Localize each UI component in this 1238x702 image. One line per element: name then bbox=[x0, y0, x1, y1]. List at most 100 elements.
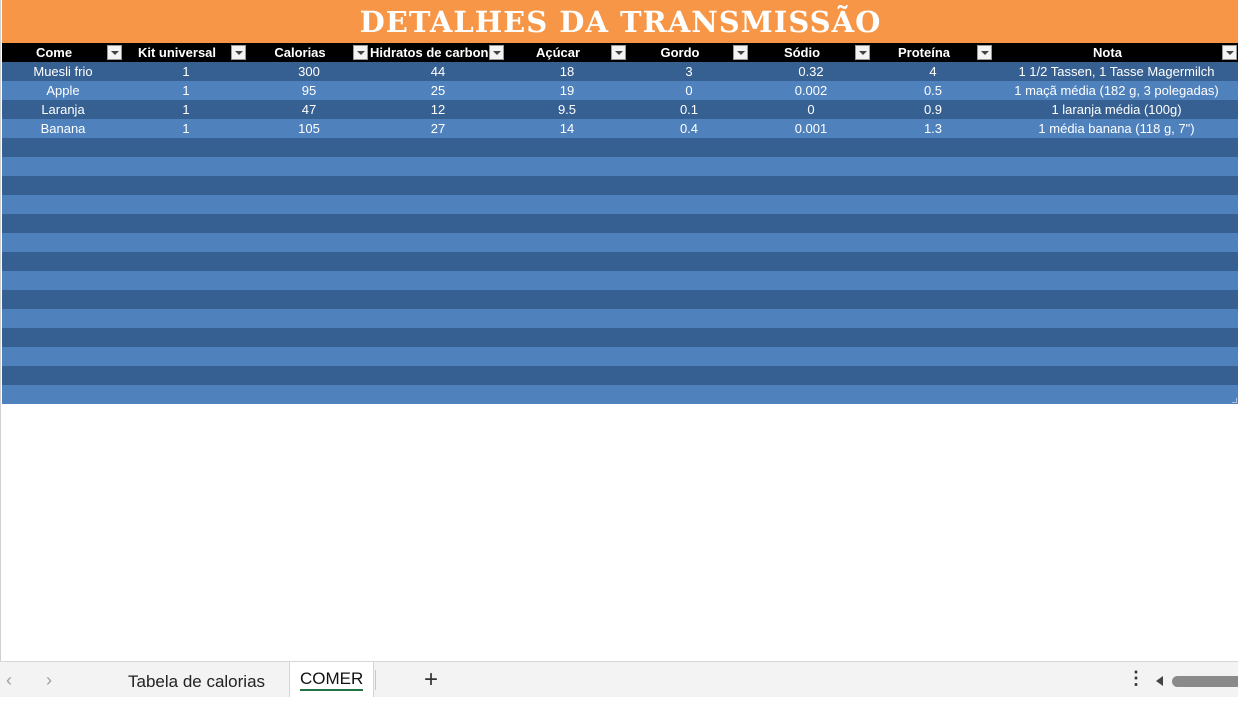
header-calorias[interactable]: Calorias bbox=[248, 43, 370, 62]
cell-gordo[interactable] bbox=[628, 214, 750, 233]
cell-come[interactable] bbox=[2, 176, 124, 195]
cell-come[interactable]: Apple bbox=[46, 83, 80, 98]
header-come[interactable]: Come bbox=[2, 43, 124, 62]
cell-come[interactable]: Muesli frio bbox=[33, 64, 93, 79]
cell-proteina[interactable]: 0.5 bbox=[923, 83, 943, 98]
table-row[interactable]: Muesli frio 1 300 44 18 3 0.32 4 1 1/2 Tassen, 1… bbox=[2, 62, 1238, 81]
cell-nota[interactable] bbox=[994, 309, 1238, 328]
table-row[interactable] bbox=[2, 309, 1238, 328]
cell-calorias[interactable]: 105 bbox=[298, 121, 320, 136]
chevron-right-icon[interactable]: › bbox=[46, 670, 52, 690]
cell-sodio[interactable]: 0.32 bbox=[798, 64, 824, 79]
cell-gordo[interactable]: 0.1 bbox=[679, 102, 699, 117]
table-row[interactable] bbox=[2, 233, 1238, 252]
cell-sodio[interactable] bbox=[750, 233, 872, 252]
cell-proteina[interactable] bbox=[872, 271, 994, 290]
cell-proteina[interactable] bbox=[872, 252, 994, 271]
cell-come[interactable] bbox=[2, 214, 124, 233]
cell-gordo[interactable] bbox=[628, 328, 750, 347]
cell-calorias[interactable] bbox=[248, 233, 370, 252]
cell-sodio[interactable] bbox=[750, 176, 872, 195]
cell-calorias[interactable]: 47 bbox=[301, 102, 317, 117]
cell-kit-universal[interactable] bbox=[124, 385, 248, 404]
cell-proteina[interactable] bbox=[872, 309, 994, 328]
cell-calorias[interactable] bbox=[248, 271, 370, 290]
cell-hidratos-de-carbono[interactable]: 25 bbox=[430, 83, 446, 98]
cell-sodio[interactable] bbox=[750, 138, 872, 157]
cell-hidratos-de-carbono[interactable] bbox=[370, 328, 506, 347]
cell-acucar[interactable] bbox=[506, 195, 628, 214]
cell-kit-universal[interactable] bbox=[124, 214, 248, 233]
cell-kit-universal[interactable] bbox=[124, 328, 248, 347]
cell-come[interactable] bbox=[2, 385, 124, 404]
cell-hidratos-de-carbono[interactable] bbox=[370, 271, 506, 290]
cell-hidratos-de-carbono[interactable] bbox=[370, 366, 506, 385]
cell-calorias[interactable] bbox=[248, 252, 370, 271]
cell-sodio[interactable] bbox=[750, 347, 872, 366]
cell-gordo[interactable]: 0 bbox=[685, 83, 693, 98]
table-row[interactable] bbox=[2, 195, 1238, 214]
cell-kit-universal[interactable] bbox=[124, 309, 248, 328]
cell-acucar[interactable] bbox=[506, 347, 628, 366]
header-proteina[interactable]: Proteína bbox=[872, 43, 994, 62]
cell-calorias[interactable] bbox=[248, 290, 370, 309]
cell-nota[interactable] bbox=[994, 233, 1238, 252]
cell-hidratos-de-carbono[interactable]: 27 bbox=[430, 121, 446, 136]
cell-gordo[interactable] bbox=[628, 347, 750, 366]
cell-proteina[interactable]: 1.3 bbox=[923, 121, 943, 136]
cell-gordo[interactable] bbox=[628, 138, 750, 157]
cell-calorias[interactable] bbox=[248, 176, 370, 195]
cell-calorias[interactable]: 300 bbox=[298, 64, 320, 79]
cell-gordo[interactable] bbox=[628, 252, 750, 271]
tab-comer[interactable]: COMER bbox=[289, 662, 375, 697]
cell-kit-universal[interactable] bbox=[124, 271, 248, 290]
cell-kit-universal[interactable] bbox=[124, 290, 248, 309]
cell-kit-universal[interactable] bbox=[124, 252, 248, 271]
table-row[interactable] bbox=[2, 347, 1238, 366]
table-row[interactable] bbox=[2, 138, 1238, 157]
cell-proteina[interactable] bbox=[872, 366, 994, 385]
cell-calorias[interactable] bbox=[248, 347, 370, 366]
cell-proteina[interactable] bbox=[872, 290, 994, 309]
cell-gordo[interactable] bbox=[628, 176, 750, 195]
cell-kit-universal[interactable] bbox=[124, 195, 248, 214]
cell-proteina[interactable] bbox=[872, 328, 994, 347]
cell-acucar[interactable] bbox=[506, 138, 628, 157]
cell-nota[interactable]: 1 1/2 Tassen, 1 Tasse Magermilch bbox=[1018, 64, 1215, 79]
cell-proteina[interactable] bbox=[872, 233, 994, 252]
cell-gordo[interactable] bbox=[628, 290, 750, 309]
cell-gordo[interactable]: 0.4 bbox=[679, 121, 699, 136]
cell-calorias[interactable]: 95 bbox=[301, 83, 317, 98]
table-row[interactable]: Laranja 1 47 12 9.5 0.1 0 0.9 1 laranja média (1… bbox=[2, 100, 1238, 119]
cell-proteina[interactable] bbox=[872, 347, 994, 366]
cell-nota[interactable] bbox=[994, 385, 1238, 404]
cell-acucar[interactable] bbox=[506, 366, 628, 385]
header-kit-universal[interactable]: Kit universal bbox=[124, 43, 248, 62]
header-gordo[interactable]: Gordo bbox=[628, 43, 750, 62]
cell-acucar[interactable]: 14 bbox=[559, 121, 575, 136]
cell-hidratos-de-carbono[interactable]: 44 bbox=[430, 64, 446, 79]
chevron-left-icon[interactable]: ‹ bbox=[6, 670, 12, 690]
cell-acucar[interactable] bbox=[506, 176, 628, 195]
cell-sodio[interactable] bbox=[750, 157, 872, 176]
cell-sodio[interactable]: 0.002 bbox=[794, 83, 828, 98]
cell-calorias[interactable] bbox=[248, 157, 370, 176]
cell-calorias[interactable] bbox=[248, 366, 370, 385]
table-row[interactable] bbox=[2, 328, 1238, 347]
cell-gordo[interactable]: 3 bbox=[685, 64, 693, 79]
cell-come[interactable] bbox=[2, 138, 124, 157]
cell-calorias[interactable] bbox=[248, 385, 370, 404]
filter-dropdown-icon[interactable] bbox=[855, 45, 870, 60]
cell-proteina[interactable] bbox=[872, 138, 994, 157]
cell-gordo[interactable] bbox=[628, 309, 750, 328]
table-resize-handle[interactable] bbox=[1230, 396, 1238, 404]
cell-gordo[interactable] bbox=[628, 271, 750, 290]
cell-gordo[interactable] bbox=[628, 195, 750, 214]
cell-hidratos-de-carbono[interactable] bbox=[370, 347, 506, 366]
cell-hidratos-de-carbono[interactable] bbox=[370, 233, 506, 252]
cell-sodio[interactable] bbox=[750, 195, 872, 214]
horizontal-scrollbar-thumb[interactable] bbox=[1172, 676, 1238, 687]
cell-sodio[interactable] bbox=[750, 290, 872, 309]
cell-sodio[interactable] bbox=[750, 252, 872, 271]
cell-acucar[interactable]: 18 bbox=[559, 64, 575, 79]
